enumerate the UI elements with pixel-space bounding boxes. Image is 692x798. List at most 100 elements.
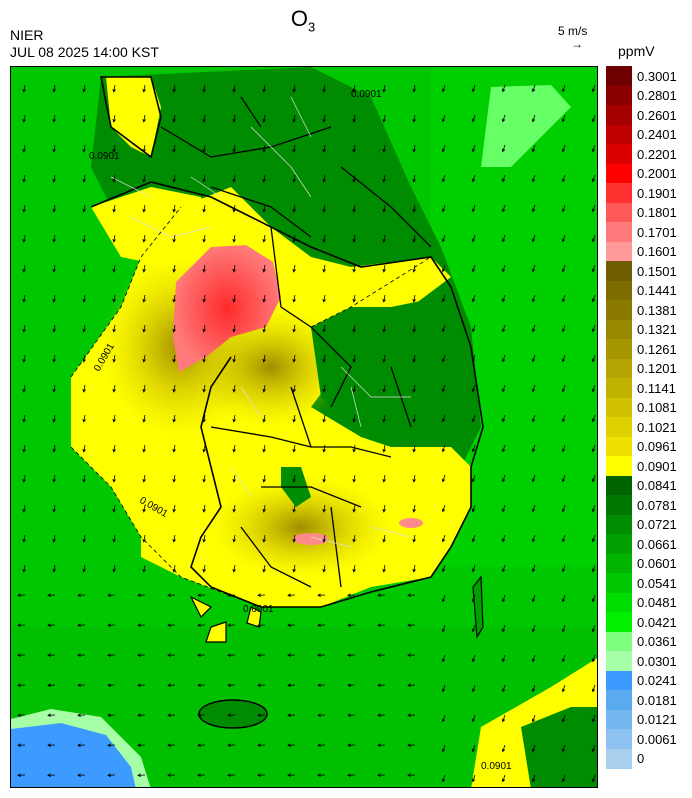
wind-vector xyxy=(22,294,26,303)
wind-vector xyxy=(77,773,86,777)
legend-label: 0.1441 xyxy=(637,283,677,299)
wind-vector xyxy=(142,474,146,483)
wind-vector xyxy=(322,324,326,333)
wind-vector xyxy=(197,683,206,687)
wind-vector xyxy=(52,564,56,573)
legend-label: 0.0661 xyxy=(637,536,677,552)
wind-vector xyxy=(412,114,416,123)
wind-vector xyxy=(441,594,446,603)
wind-vector xyxy=(412,174,416,183)
wind-vector xyxy=(352,84,356,93)
wind-vector xyxy=(232,444,236,453)
legend-swatch xyxy=(606,514,632,535)
wind-vector xyxy=(531,534,536,543)
wind-vector xyxy=(441,444,446,453)
legend-swatch xyxy=(606,670,632,691)
wind-vector xyxy=(412,414,416,423)
wind-vector xyxy=(142,564,146,573)
wind-vector xyxy=(412,444,416,453)
wind-vector xyxy=(287,713,296,717)
wind-vector xyxy=(112,174,116,183)
wind-vector xyxy=(591,174,596,183)
wind-vector xyxy=(591,204,596,213)
wind-vector xyxy=(142,504,146,513)
wind-vector xyxy=(52,354,56,363)
wind-vector xyxy=(412,84,416,93)
pale-green-area-north-east xyxy=(481,85,571,167)
wind-vector xyxy=(531,594,536,603)
legend-label: 0.1201 xyxy=(637,361,677,377)
contour-line-0901 xyxy=(70,206,432,608)
wind-vector xyxy=(441,474,446,483)
legend-label: 0.1141 xyxy=(637,380,676,396)
wind-vector xyxy=(142,144,146,153)
wind-vector xyxy=(257,593,266,597)
legend-label: 0.0421 xyxy=(637,614,677,630)
wind-vector xyxy=(82,294,86,303)
wind-vector xyxy=(17,593,26,597)
wind-vector xyxy=(202,324,206,333)
wind-vector xyxy=(112,534,116,543)
wind-vector xyxy=(52,144,56,153)
wind-vector xyxy=(82,264,86,273)
wind-vector xyxy=(167,683,176,687)
wind-vector xyxy=(561,174,566,183)
wind-vector xyxy=(347,593,356,597)
wind-vector xyxy=(47,683,56,687)
wind-vector xyxy=(202,354,206,363)
wind-vector xyxy=(591,294,596,303)
wind-vector xyxy=(412,534,416,543)
wind-vector xyxy=(317,593,326,597)
wind-vector xyxy=(172,264,176,273)
wind-vector xyxy=(501,564,506,573)
wind-vector xyxy=(112,384,116,393)
wind-vector xyxy=(501,114,506,123)
wind-vector xyxy=(352,144,356,153)
wind-vector xyxy=(52,294,56,303)
wind-vector xyxy=(197,773,206,777)
wind-vector xyxy=(202,504,206,513)
wind-vector xyxy=(561,84,566,93)
unit-label: ppmV xyxy=(618,43,655,59)
wind-vector xyxy=(471,774,476,783)
wind-vector xyxy=(377,713,386,717)
wind-vector xyxy=(591,324,596,333)
wind-vector xyxy=(202,114,206,123)
legend-swatch xyxy=(606,378,632,398)
wind-vector xyxy=(591,564,596,573)
wind-vector xyxy=(262,144,266,153)
wind-vector xyxy=(531,324,536,333)
wind-vector xyxy=(382,114,386,123)
island-ulleung xyxy=(472,575,484,639)
wind-vector xyxy=(382,384,386,393)
wind-vector xyxy=(52,534,56,543)
wind-vector xyxy=(262,474,266,483)
wind-vector xyxy=(52,114,56,123)
wind-vector xyxy=(202,234,206,243)
wind-vector xyxy=(441,264,446,273)
wind-vector xyxy=(561,534,566,543)
wind-vector xyxy=(257,653,266,657)
contour-label: 0.0901 xyxy=(89,151,120,162)
ozone-map[interactable]: 0.0901 0.0901 0.0901 0.0901 0.0901 0.090… xyxy=(10,66,598,788)
wind-vector xyxy=(137,773,146,777)
wind-vector xyxy=(441,144,446,153)
legend-label: 0.1901 xyxy=(637,185,677,201)
wind-vector xyxy=(471,564,476,573)
wind-vector xyxy=(531,654,536,663)
wind-vector xyxy=(501,204,506,213)
wind-vector xyxy=(202,384,206,393)
wind-vector xyxy=(407,713,416,717)
legend-label: 0.0301 xyxy=(637,653,677,669)
legend-label: 0.1381 xyxy=(637,302,677,318)
legend-swatch xyxy=(606,202,632,223)
wind-vector xyxy=(471,534,476,543)
wind-vector xyxy=(292,84,296,93)
contour-label: 0.0901 xyxy=(481,761,512,772)
wind-vector xyxy=(137,713,146,717)
wind-vector xyxy=(197,593,206,597)
wind-vector xyxy=(82,174,86,183)
wind-vector xyxy=(412,324,416,333)
wind-vector xyxy=(22,414,26,423)
wind-vector xyxy=(82,114,86,123)
